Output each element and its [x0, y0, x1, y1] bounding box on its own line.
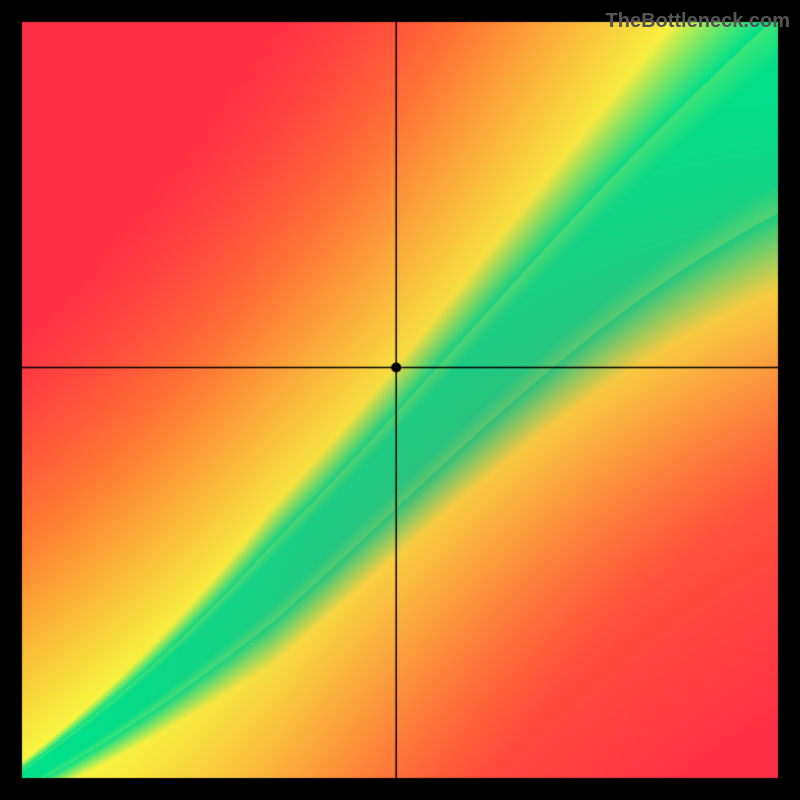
- bottleneck-heatmap: [0, 0, 800, 800]
- chart-container: TheBottleneck.com: [0, 0, 800, 800]
- watermark-text: TheBottleneck.com: [606, 10, 790, 33]
